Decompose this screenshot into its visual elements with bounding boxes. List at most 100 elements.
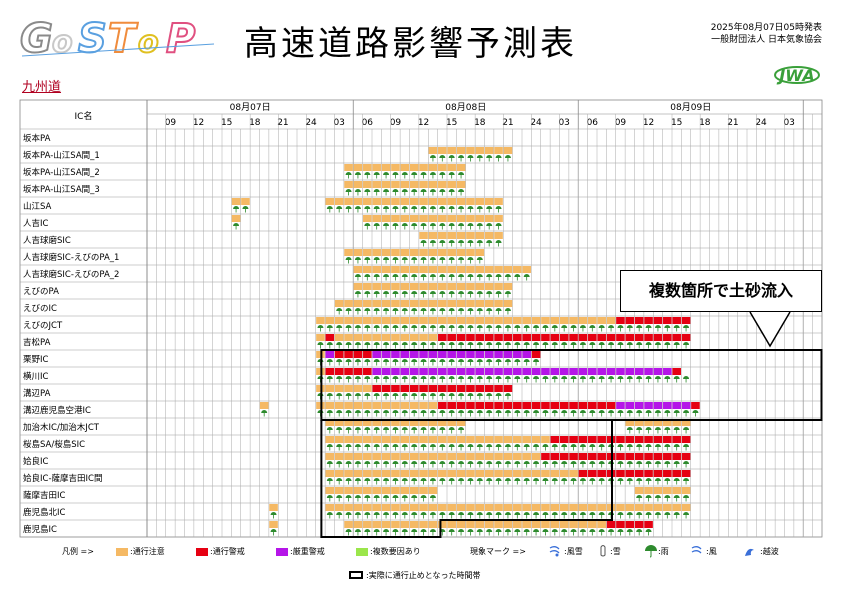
rain-icon bbox=[486, 308, 493, 311]
status-cell bbox=[475, 283, 485, 290]
rain-icon bbox=[448, 274, 455, 277]
status-cell bbox=[466, 436, 475, 443]
rain-icon bbox=[439, 308, 446, 311]
rain-icon bbox=[683, 376, 690, 379]
rain-icon bbox=[383, 427, 390, 430]
rain-icon bbox=[326, 410, 333, 413]
status-cell bbox=[484, 215, 494, 222]
status-cell bbox=[372, 198, 381, 205]
rain-icon bbox=[476, 393, 483, 396]
hour-label: 12 bbox=[643, 118, 654, 128]
status-cell bbox=[353, 436, 363, 443]
rain-icon bbox=[401, 393, 408, 396]
rain-icon bbox=[533, 461, 540, 464]
status-cell bbox=[559, 504, 569, 511]
status-cell bbox=[447, 147, 456, 154]
ic-row-name: えびのJCT bbox=[23, 321, 63, 331]
rain-icon bbox=[354, 393, 361, 396]
status-cell bbox=[391, 470, 400, 477]
status-cell bbox=[503, 351, 513, 358]
status-cell bbox=[456, 266, 466, 273]
status-cell bbox=[409, 385, 419, 392]
rain-icon bbox=[598, 376, 605, 379]
rain-icon bbox=[654, 427, 661, 430]
rain-icon bbox=[495, 444, 502, 447]
rain-icon bbox=[345, 461, 352, 464]
status-cell bbox=[372, 385, 381, 392]
rain-icon bbox=[392, 444, 399, 447]
status-cell bbox=[447, 300, 456, 307]
status-cell bbox=[550, 317, 560, 324]
rain-icon bbox=[561, 342, 568, 345]
status-cell bbox=[381, 266, 391, 273]
status-cell bbox=[663, 504, 672, 511]
status-cell bbox=[494, 266, 503, 273]
rain-icon bbox=[683, 512, 690, 515]
status-cell bbox=[353, 385, 363, 392]
rain-icon bbox=[364, 274, 371, 277]
status-cell bbox=[334, 300, 344, 307]
rain-icon bbox=[345, 376, 352, 379]
rain-icon bbox=[467, 342, 474, 345]
status-cell bbox=[381, 453, 391, 460]
rain-icon bbox=[326, 495, 333, 498]
rain-icon bbox=[401, 325, 408, 328]
rain-icon bbox=[383, 359, 390, 362]
rain-icon bbox=[401, 223, 408, 226]
rain-icon bbox=[392, 189, 399, 192]
rain-icon bbox=[336, 410, 343, 413]
rain-icon bbox=[683, 342, 690, 345]
status-cell bbox=[578, 504, 588, 511]
rain-icon bbox=[617, 478, 624, 481]
rain-icon bbox=[383, 342, 390, 345]
status-cell bbox=[466, 147, 475, 154]
rain-icon bbox=[654, 325, 661, 328]
rain-icon bbox=[429, 274, 436, 277]
status-cell bbox=[447, 164, 456, 171]
status-cell bbox=[353, 283, 363, 290]
status-cell bbox=[419, 266, 428, 273]
status-cell bbox=[269, 504, 278, 511]
rain-icon bbox=[476, 155, 483, 158]
status-cell bbox=[372, 300, 381, 307]
rain-icon bbox=[392, 257, 399, 260]
rain-icon bbox=[420, 223, 427, 226]
ic-row-name: 人吉IC bbox=[23, 219, 49, 229]
status-cell bbox=[644, 453, 653, 460]
status-cell bbox=[391, 419, 400, 426]
status-cell bbox=[691, 402, 700, 409]
rain-icon bbox=[458, 240, 465, 243]
hour-label: 21 bbox=[502, 118, 513, 128]
status-cell bbox=[644, 402, 653, 409]
rain-icon bbox=[373, 478, 380, 481]
rain-icon bbox=[458, 461, 465, 464]
status-cell bbox=[559, 317, 569, 324]
rain-icon bbox=[542, 325, 549, 328]
rain-icon bbox=[664, 410, 671, 413]
rain-icon bbox=[561, 461, 568, 464]
status-cell bbox=[522, 521, 531, 528]
status-cell bbox=[353, 487, 363, 494]
rain-icon bbox=[411, 359, 418, 362]
status-cell bbox=[578, 402, 588, 409]
rain-icon bbox=[598, 410, 605, 413]
status-cell bbox=[372, 419, 381, 426]
status-cell bbox=[381, 419, 391, 426]
status-cell bbox=[625, 453, 635, 460]
rain-icon bbox=[514, 325, 521, 328]
route-name[interactable]: 九州道 bbox=[22, 80, 62, 95]
rain-icon bbox=[429, 359, 436, 362]
status-cell bbox=[438, 402, 447, 409]
rain-icon bbox=[429, 257, 436, 260]
status-cell bbox=[653, 419, 663, 426]
rain-icon bbox=[495, 223, 502, 226]
status-cell bbox=[428, 521, 438, 528]
status-cell bbox=[466, 198, 475, 205]
rain-icon bbox=[420, 410, 427, 413]
rain-icon bbox=[392, 342, 399, 345]
rain-icon bbox=[354, 461, 361, 464]
status-cell bbox=[522, 436, 531, 443]
status-cell bbox=[456, 181, 466, 188]
rain-icon bbox=[589, 461, 596, 464]
rain-icon bbox=[626, 461, 633, 464]
